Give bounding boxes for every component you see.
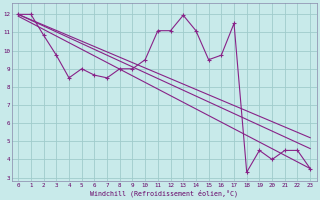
X-axis label: Windchill (Refroidissement éolien,°C): Windchill (Refroidissement éolien,°C): [90, 189, 238, 197]
